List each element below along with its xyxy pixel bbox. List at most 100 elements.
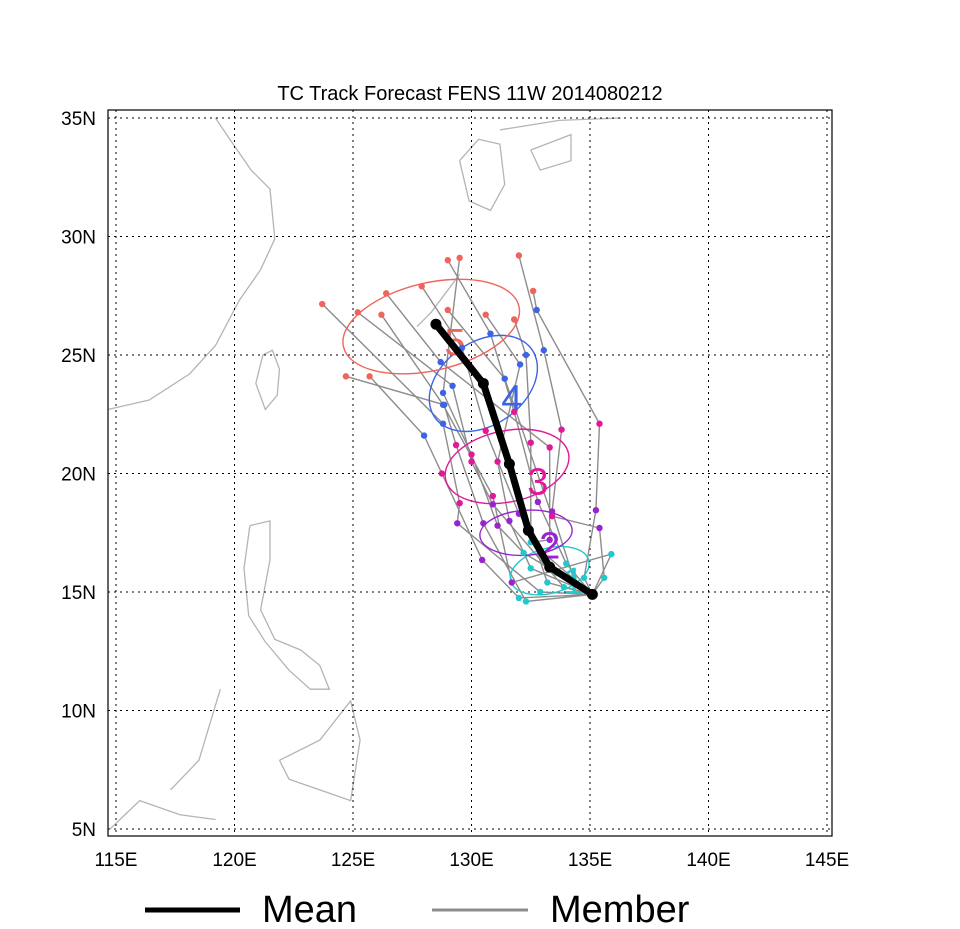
member-day1-point: [515, 594, 523, 602]
member-day5-point: [510, 316, 518, 323]
member-day3-point: [468, 458, 475, 465]
chart-title: TC Track Forecast FENS 11W 2014080212: [277, 83, 662, 105]
member-track: [513, 319, 593, 596]
member-day3-point: [527, 439, 534, 446]
member-day2-point: [478, 556, 486, 564]
lon-tick-label: 125E: [331, 850, 375, 871]
member-track: [345, 375, 593, 603]
mean-track-point: [477, 377, 489, 389]
grid: [108, 110, 832, 836]
member-day5-point: [529, 287, 537, 295]
member-track: [447, 259, 593, 595]
member-day2-point: [489, 501, 497, 508]
member-day1-point: [522, 598, 530, 605]
coastline: [278, 699, 361, 802]
mean-track-point: [430, 318, 442, 330]
legend-mean-label: Mean: [262, 889, 357, 929]
member-day1-point: [608, 550, 615, 558]
lat-tick-label: 25N: [61, 346, 96, 367]
member-day4-point: [449, 382, 456, 390]
member-day3-point: [510, 408, 518, 416]
lat-tick-label: 5N: [72, 820, 96, 841]
coastline: [416, 274, 461, 328]
member-track: [447, 309, 605, 595]
day4-label: 4: [501, 379, 522, 421]
lat-tick-label: 15N: [61, 583, 96, 604]
plot-frame: [107, 109, 833, 837]
member-track: [485, 314, 593, 596]
member-day4-point: [437, 358, 444, 366]
member-day4-point: [439, 401, 447, 408]
member-day4-point: [533, 306, 540, 314]
member-day3-point: [489, 492, 497, 500]
coastline: [530, 133, 572, 171]
member-day5-point: [444, 257, 451, 264]
member-day2-point: [508, 579, 515, 586]
legend-member-label: Member: [550, 889, 690, 929]
member-day4-point: [540, 347, 547, 354]
coastline: [458, 138, 506, 212]
member-day4-point: [439, 389, 447, 397]
member-day3-point: [452, 441, 460, 449]
member-day1-point: [527, 565, 534, 572]
coastlines: [107, 117, 621, 830]
coastline: [255, 349, 281, 411]
member-day4-point: [420, 432, 428, 439]
member-day4-point: [516, 361, 524, 368]
member-day2-point: [548, 508, 556, 515]
member-day3-point: [558, 426, 565, 433]
member-day1-point: [537, 588, 544, 596]
coastline: [499, 117, 621, 131]
member-day1-point: [563, 560, 570, 567]
coastline: [170, 689, 221, 791]
member-track: [380, 314, 613, 595]
member-day2-point: [534, 498, 542, 506]
member-day-points: [318, 252, 615, 605]
member-track: [321, 303, 593, 596]
lon-tick-label: 130E: [449, 850, 493, 871]
member-day4-point: [487, 330, 494, 337]
legend: Mean Member: [145, 889, 690, 929]
member-day1-point: [601, 574, 608, 581]
member-day1-point: [544, 579, 551, 586]
member-day3-point: [482, 427, 489, 435]
lat-tick-label: 35N: [61, 109, 96, 130]
member-day4-point: [501, 375, 508, 382]
member-day5-point: [378, 311, 385, 318]
member-day2-point: [592, 507, 600, 514]
member-day3-point: [596, 420, 603, 427]
member-day3-point: [494, 458, 501, 465]
member-day5-point: [318, 300, 326, 308]
member-day1-point: [520, 549, 527, 557]
coastline: [107, 117, 276, 411]
member-day2-point: [480, 520, 487, 527]
mean-track-point: [586, 588, 598, 600]
mean-track: [430, 318, 598, 600]
lat-tick-label: 10N: [61, 702, 96, 723]
lat-tick-label: 30N: [61, 228, 96, 249]
member-day3-point: [546, 444, 553, 451]
lon-tick-label: 145E: [805, 850, 849, 871]
coastline: [243, 520, 331, 690]
axis-ticks: 115E 120E 125E 130E 135E 140E 145E 5N 10N 15N 20N 2…: [61, 109, 849, 871]
member-day1-point: [580, 574, 588, 581]
day3-label: 3: [527, 462, 548, 504]
member-day5-point: [382, 290, 390, 297]
mean-track-line: [432, 320, 596, 598]
member-day4-point: [522, 351, 530, 359]
lon-tick-label: 120E: [212, 850, 256, 871]
member-day5-point: [418, 283, 425, 290]
lon-tick-label: 140E: [686, 850, 730, 871]
member-day5-point: [482, 311, 489, 318]
member-day2-point: [494, 522, 501, 529]
member-day3-point: [468, 451, 475, 458]
mean-track-point: [522, 524, 534, 536]
member-day3-point: [548, 512, 556, 520]
member-day4-point: [439, 420, 447, 427]
member-day2-point: [546, 536, 553, 544]
member-day5-point: [354, 309, 361, 316]
lat-tick-label: 20N: [61, 465, 96, 486]
member-day2-point: [596, 524, 603, 532]
lon-tick-label: 135E: [568, 850, 612, 871]
